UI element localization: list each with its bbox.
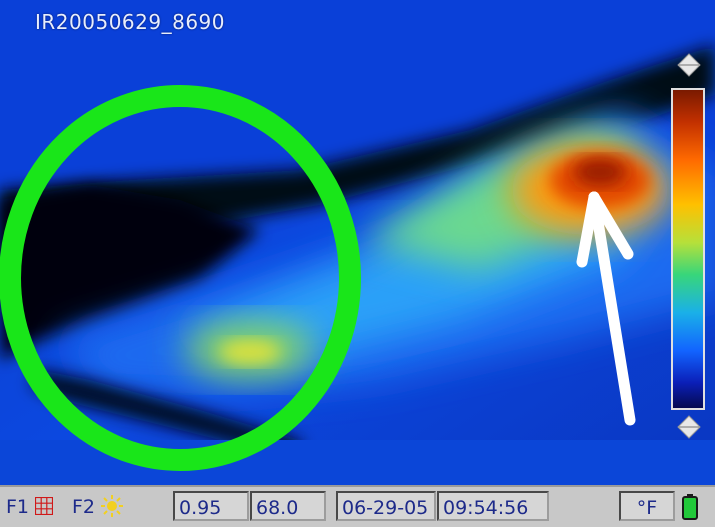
temperature-scale-bar (671, 88, 705, 410)
image-id-label: IR20050629_8690 (35, 10, 225, 34)
date-value: 06-29-05 (336, 491, 436, 521)
battery-icon (682, 494, 698, 520)
f2-button[interactable]: F2 (72, 491, 124, 523)
reflected-temp-value: 68.0 (250, 491, 326, 521)
grid-icon (35, 496, 54, 515)
thermal-image (0, 0, 715, 485)
emissivity-value: 0.95 (173, 491, 249, 521)
sun-icon (101, 494, 124, 517)
pointer-arrow (576, 191, 636, 426)
scale-down-arrow-icon[interactable] (676, 414, 702, 440)
time-value: 09:54:56 (437, 491, 549, 521)
status-bar: F1 F2 0.95 68.0 06-29-05 09:54:56 °F (0, 485, 715, 527)
f1-button[interactable]: F1 (6, 491, 54, 523)
unit-value: °F (619, 491, 675, 521)
scale-up-arrow-icon[interactable] (676, 52, 702, 78)
f2-label: F2 (72, 496, 96, 518)
f1-label: F1 (6, 496, 30, 518)
highlight-circle (0, 85, 361, 471)
